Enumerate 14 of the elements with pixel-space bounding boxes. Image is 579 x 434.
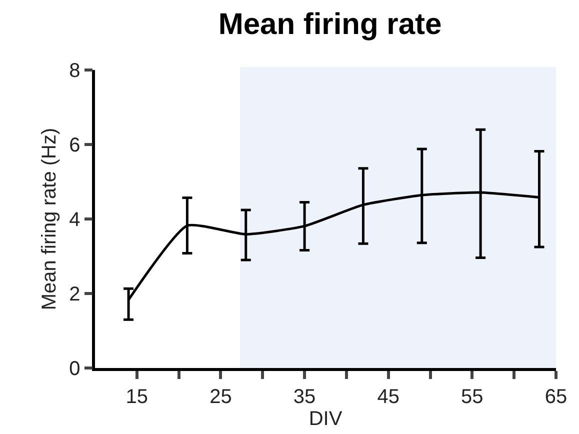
- x-tick-label: 15: [126, 386, 148, 408]
- y-tick-label: 2: [69, 284, 80, 306]
- y-axis-title: Mean firing rate (Hz): [38, 128, 61, 310]
- x-tick-label: 65: [544, 386, 568, 408]
- x-axis-title: DIV: [308, 408, 343, 430]
- y-tick-label: 0: [69, 358, 80, 380]
- y-tick-label: 6: [69, 134, 80, 156]
- x-tick-label: 35: [293, 386, 316, 408]
- x-tick-label: 55: [461, 386, 484, 408]
- x-tick-label: 25: [210, 386, 232, 408]
- chart-title: Mean firing rate: [218, 8, 442, 42]
- x-tick-label: 45: [377, 386, 400, 408]
- y-tick-label: 8: [69, 60, 80, 82]
- y-tick-label: 4: [69, 209, 80, 231]
